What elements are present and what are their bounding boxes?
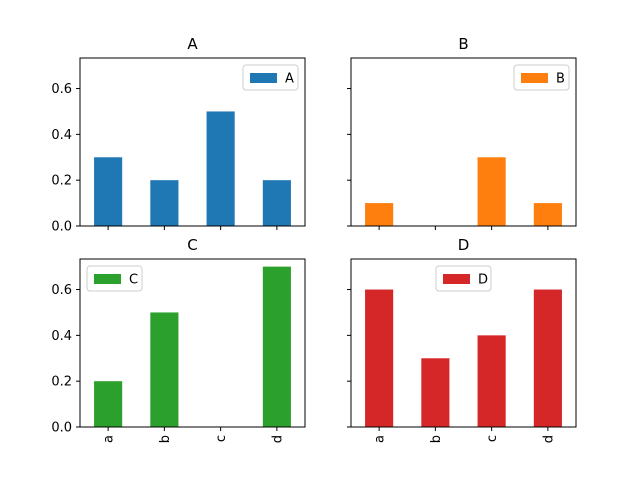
y-tick-label: 0.4 [51,128,72,143]
axes-frame [350,57,577,227]
bar-C-d [262,266,291,427]
axes-frame [79,258,306,428]
bar-B-c [477,157,506,226]
legend: B [513,64,570,91]
x-tick-label: b [429,435,444,443]
bar-D-c [477,335,506,427]
legend: A [242,64,299,91]
bar-D-d [533,289,562,427]
y-tick-label: 0.6 [51,82,72,97]
y-tick-label: 0.2 [51,375,72,390]
x-tick-label: a [102,435,117,443]
legend-swatch [250,73,277,83]
legend-label: A [285,72,294,87]
bar-B-a [365,203,394,226]
subplot-title: B [458,35,468,53]
axes-frame [350,258,577,428]
bar-A-a [94,157,123,226]
bar-B-d [533,203,562,226]
legend-swatch [521,73,548,83]
bar-D-a [365,289,394,427]
x-tick-label: d [270,435,285,443]
axes-frame [79,57,306,227]
y-tick-label: 0.2 [51,174,72,189]
y-tick-label: 0.0 [51,421,72,436]
legend: C [86,265,143,292]
subplot-title: A [187,35,198,53]
x-tick-label: d [541,435,556,443]
bar-C-b [150,312,179,427]
legend-swatch [443,274,470,284]
legend-label: B [556,72,565,87]
x-tick-label: c [214,435,229,442]
x-tick-label: c [485,435,500,442]
subplot-D: Da b c d D [347,236,577,443]
bar-A-c [206,111,235,226]
subplot-title: C [187,236,197,254]
subplot-B: BB [347,35,577,230]
bar-C-a [94,381,123,427]
bar-A-b [150,180,179,226]
subplot-title: D [458,236,470,254]
y-tick-label: 0.4 [51,329,72,344]
legend: D [435,265,492,292]
bar-D-b [421,358,450,427]
x-tick-label: a [373,435,388,443]
y-tick-label: 0.6 [51,283,72,298]
x-tick-label: b [158,435,173,443]
legend-swatch [94,274,121,284]
y-tick-label: 0.0 [51,220,72,235]
subplot-A: A 0.0 0.2 0.4 0.6 A [51,35,306,235]
legend-label: C [129,273,138,288]
legend-label: D [478,273,488,288]
bar-A-d [262,180,291,226]
subplot-C: C 0.0 0.2 0.4 0.6 a b c d C [51,236,306,443]
